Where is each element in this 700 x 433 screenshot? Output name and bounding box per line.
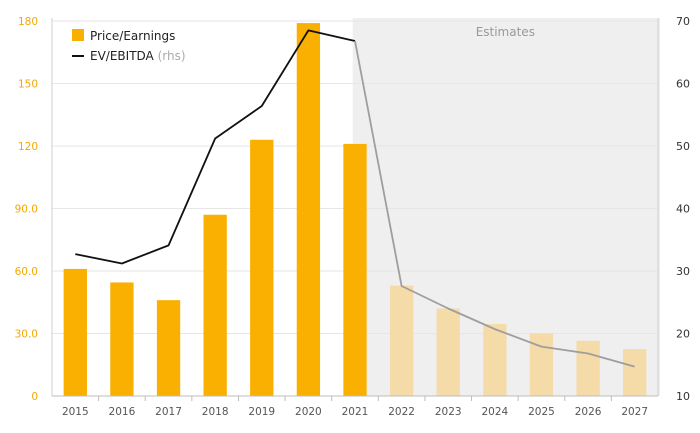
y-left-tick-label: 90.0 bbox=[15, 204, 38, 216]
x-tick-label: 2019 bbox=[248, 406, 275, 418]
y-left-tick-label: 60.0 bbox=[15, 266, 38, 278]
bar-2026 bbox=[576, 340, 600, 396]
bar-2024 bbox=[483, 324, 507, 396]
legend-label-ev-ebitda: EV/EBITDA (rhs) bbox=[90, 49, 186, 63]
x-tick-label: 2023 bbox=[435, 406, 462, 418]
estimates-label: Estimates bbox=[476, 25, 535, 39]
line-ev-ebitda bbox=[75, 29, 635, 368]
bar-2015 bbox=[63, 268, 87, 396]
x-tick-label: 2024 bbox=[481, 406, 508, 418]
line-estimates bbox=[354, 40, 635, 368]
y-right-tick-label: 50 bbox=[676, 140, 690, 153]
y-right-tick-label: 20 bbox=[676, 328, 690, 341]
x-tick-label: 2027 bbox=[621, 406, 648, 418]
y-right-tick-label: 70 bbox=[676, 15, 690, 28]
x-tick-label: 2020 bbox=[295, 406, 322, 418]
y-left-tick-label: 180 bbox=[18, 16, 38, 28]
bar-2027 bbox=[623, 349, 647, 396]
y-right-tick-label: 60 bbox=[676, 78, 690, 91]
bar-2021 bbox=[343, 143, 367, 396]
bar-2025 bbox=[529, 333, 554, 396]
bar-2023 bbox=[436, 308, 460, 396]
y-left-tick-label: 30.0 bbox=[15, 329, 38, 341]
x-tick-label: 2025 bbox=[528, 406, 555, 418]
bar-2018 bbox=[203, 214, 227, 396]
y-right-tick-label: 40 bbox=[676, 203, 690, 216]
bars-price-earnings bbox=[63, 23, 647, 396]
x-tick-label: 2021 bbox=[342, 406, 369, 418]
bar-2019 bbox=[250, 139, 274, 396]
x-tick-label: 2016 bbox=[109, 406, 136, 418]
bar-2016 bbox=[110, 282, 134, 396]
legend-swatch-price-earnings bbox=[72, 29, 84, 41]
x-tick-label: 2017 bbox=[155, 406, 182, 418]
x-tick-label: 2026 bbox=[575, 406, 602, 418]
y-left-tick-label: 0 bbox=[31, 391, 38, 403]
x-tick-label: 2018 bbox=[202, 406, 229, 418]
legend-label-rhs: (rhs) bbox=[158, 49, 186, 63]
y-left-tick-label: 120 bbox=[18, 141, 38, 153]
legend-label-price-earnings: Price/Earnings bbox=[90, 29, 175, 43]
bar-2017 bbox=[156, 300, 181, 396]
y-left-tick-label: 150 bbox=[18, 79, 38, 91]
line-actual bbox=[75, 29, 356, 265]
legend-label-ev-ebitda-name: EV/EBITDA bbox=[90, 49, 155, 63]
x-tick-label: 2022 bbox=[388, 406, 415, 418]
y-right-tick-label: 30 bbox=[676, 265, 690, 278]
x-tick-label: 2015 bbox=[62, 406, 89, 418]
axes: 0 30.0 60.0 90.0 120 150 180 10 20 30 40 50 60 70 2015… bbox=[15, 15, 690, 418]
y-right-tick-label: 10 bbox=[676, 390, 690, 403]
bar-2020 bbox=[296, 23, 321, 396]
bar-2022 bbox=[389, 285, 414, 396]
legend: Price/Earnings EV/EBITDA (rhs) bbox=[72, 29, 186, 63]
